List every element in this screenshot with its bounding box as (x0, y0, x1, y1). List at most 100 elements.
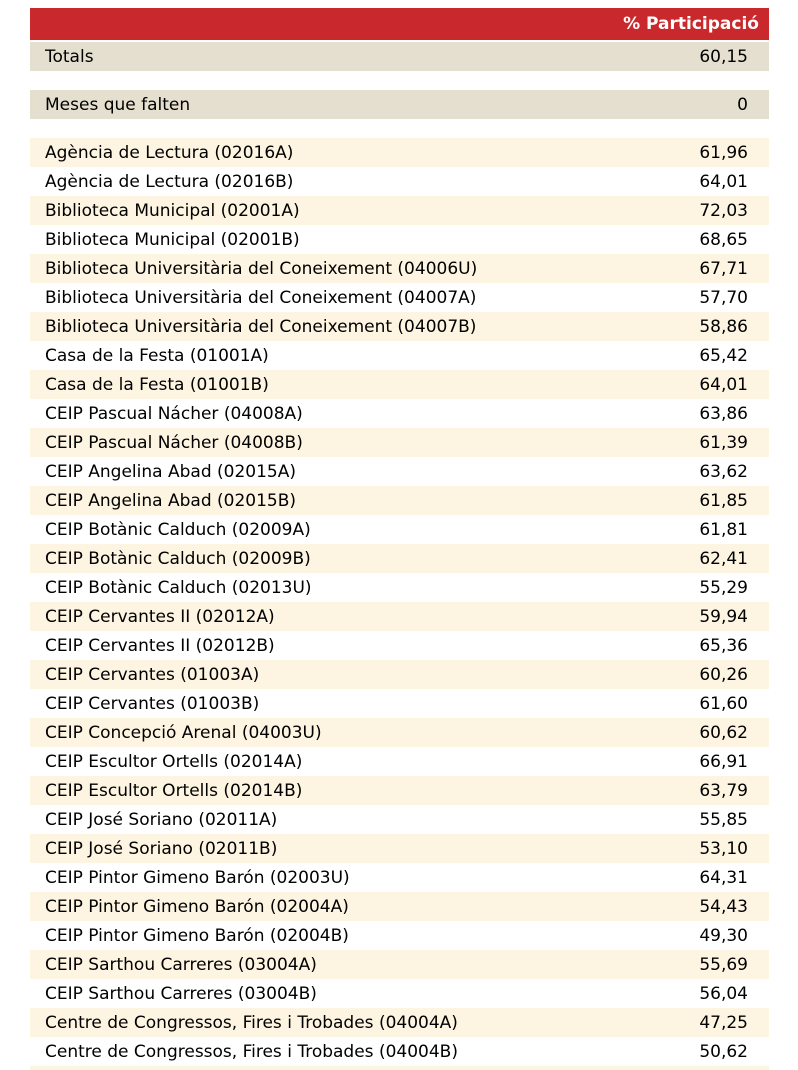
station-name: CEIP Cervantes (01003A) (45, 664, 260, 685)
participation-value: 56,04 (699, 983, 748, 1004)
participation-value: 49,30 (699, 925, 748, 946)
station-name: CEIP José Soriano (02011B) (45, 838, 278, 859)
station-name: CEIP José Soriano (02011A) (45, 809, 278, 830)
table-row: Biblioteca Universitària del Coneixement… (30, 283, 769, 312)
table-row: CEIP Pintor Gimeno Barón (02003U) 64,31 (30, 863, 769, 892)
participation-value: 61,96 (699, 142, 748, 163)
participation-value: 61,60 (699, 693, 748, 714)
row-spacer (30, 119, 769, 138)
participation-value: 54,43 (699, 896, 748, 917)
station-name: Casa de la Festa (01001A) (45, 345, 269, 366)
totals-row: Totals 60,15 (30, 42, 769, 71)
table-row: CEIP Angelina Abad (02015B) 61,85 (30, 486, 769, 515)
table-row: CEIP Cervantes (01003A) 60,26 (30, 660, 769, 689)
clipped-next-row (30, 1066, 769, 1070)
participation-value: 61,85 (699, 490, 748, 511)
station-name: CEIP Botànic Calduch (02009B) (45, 548, 311, 569)
table-row: CEIP Cervantes (01003B) 61,60 (30, 689, 769, 718)
participation-value: 68,65 (699, 229, 748, 250)
table-row: CEIP Botànic Calduch (02009B) 62,41 (30, 544, 769, 573)
station-name: CEIP Angelina Abad (02015B) (45, 490, 297, 511)
station-name: Biblioteca Municipal (02001A) (45, 200, 300, 221)
pending-label: Meses que falten (45, 94, 191, 115)
table-row: CEIP Botànic Calduch (02013U) 55,29 (30, 573, 769, 602)
pending-value: 0 (737, 94, 748, 115)
participation-value: 50,62 (699, 1041, 748, 1062)
participation-value: 63,86 (699, 403, 748, 424)
table-row: CEIP Sarthou Carreres (03004A) 55,69 (30, 950, 769, 979)
station-name: CEIP Pintor Gimeno Barón (02003U) (45, 867, 350, 888)
pending-row: Meses que falten 0 (30, 90, 769, 119)
totals-value: 60,15 (699, 46, 748, 67)
table-row: CEIP Escultor Ortells (02014B) 63,79 (30, 776, 769, 805)
participation-value: 47,25 (699, 1012, 748, 1033)
table-row: CEIP Sarthou Carreres (03004B) 56,04 (30, 979, 769, 1008)
table-row: CEIP Escultor Ortells (02014A) 66,91 (30, 747, 769, 776)
station-name: CEIP Escultor Ortells (02014B) (45, 780, 303, 801)
table-row: Centre de Congressos, Fires i Trobades (… (30, 1008, 769, 1037)
table-row: CEIP Pascual Nácher (04008B) 61,39 (30, 428, 769, 457)
station-name: Casa de la Festa (01001B) (45, 374, 269, 395)
table-row: Biblioteca Municipal (02001A) 72,03 (30, 196, 769, 225)
station-name: CEIP Sarthou Carreres (03004A) (45, 954, 317, 975)
participation-value: 72,03 (699, 200, 748, 221)
participation-table: % Participació Totals 60,15 Meses que fa… (30, 8, 769, 1070)
station-name: CEIP Botànic Calduch (02009A) (45, 519, 311, 540)
participation-value: 62,41 (699, 548, 748, 569)
table-row: Casa de la Festa (01001B) 64,01 (30, 370, 769, 399)
station-name: CEIP Cervantes II (02012A) (45, 606, 275, 627)
table-header: % Participació (30, 8, 769, 40)
station-name: CEIP Sarthou Carreres (03004B) (45, 983, 317, 1004)
table-row: Biblioteca Universitària del Coneixement… (30, 254, 769, 283)
totals-label: Totals (45, 46, 94, 67)
station-name: CEIP Pintor Gimeno Barón (02004B) (45, 925, 349, 946)
participation-value: 64,01 (699, 374, 748, 395)
participation-value: 60,26 (699, 664, 748, 685)
participation-value: 61,81 (699, 519, 748, 540)
participation-value: 64,31 (699, 867, 748, 888)
station-name: CEIP Angelina Abad (02015A) (45, 461, 296, 482)
station-name: CEIP Pascual Nácher (04008B) (45, 432, 303, 453)
station-name: Biblioteca Universitària del Coneixement… (45, 258, 478, 279)
station-name: CEIP Escultor Ortells (02014A) (45, 751, 303, 772)
row-spacer (30, 71, 769, 90)
station-name: Biblioteca Municipal (02001B) (45, 229, 300, 250)
table-row: CEIP Pintor Gimeno Barón (02004A) 54,43 (30, 892, 769, 921)
station-name: Centre de Congressos, Fires i Trobades (… (45, 1041, 458, 1062)
table-row: CEIP Angelina Abad (02015A) 63,62 (30, 457, 769, 486)
participation-value: 60,62 (699, 722, 748, 743)
participation-value: 63,79 (699, 780, 748, 801)
station-name: CEIP Pintor Gimeno Barón (02004A) (45, 896, 349, 917)
station-name: Agència de Lectura (02016B) (45, 171, 294, 192)
table-row: Biblioteca Universitària del Coneixement… (30, 312, 769, 341)
participation-value: 55,85 (699, 809, 748, 830)
participation-value: 58,86 (699, 316, 748, 337)
participation-value: 67,71 (699, 258, 748, 279)
participation-value: 57,70 (699, 287, 748, 308)
station-name: Biblioteca Universitària del Coneixement… (45, 287, 477, 308)
station-rows: Agència de Lectura (02016A) 61,96 Agènci… (30, 138, 769, 1066)
table-row: CEIP Concepció Arenal (04003U) 60,62 (30, 718, 769, 747)
table-row: Agència de Lectura (02016A) 61,96 (30, 138, 769, 167)
table-row: CEIP Cervantes II (02012B) 65,36 (30, 631, 769, 660)
table-row: Biblioteca Municipal (02001B) 68,65 (30, 225, 769, 254)
table-row: CEIP Pintor Gimeno Barón (02004B) 49,30 (30, 921, 769, 950)
table-row: CEIP Botànic Calduch (02009A) 61,81 (30, 515, 769, 544)
participation-value: 63,62 (699, 461, 748, 482)
table-row: Centre de Congressos, Fires i Trobades (… (30, 1037, 769, 1066)
table-row: CEIP Pascual Nácher (04008A) 63,86 (30, 399, 769, 428)
station-name: CEIP Cervantes II (02012B) (45, 635, 275, 656)
station-name: CEIP Cervantes (01003B) (45, 693, 260, 714)
station-name: CEIP Concepció Arenal (04003U) (45, 722, 322, 743)
participation-value: 65,36 (699, 635, 748, 656)
participation-column-header: % Participació (623, 14, 759, 34)
table-row: Agència de Lectura (02016B) 64,01 (30, 167, 769, 196)
participation-value: 55,29 (699, 577, 748, 598)
participation-value: 66,91 (699, 751, 748, 772)
table-row: CEIP Cervantes II (02012A) 59,94 (30, 602, 769, 631)
table-row: CEIP José Soriano (02011B) 53,10 (30, 834, 769, 863)
station-name: Biblioteca Universitària del Coneixement… (45, 316, 477, 337)
station-name: Agència de Lectura (02016A) (45, 142, 294, 163)
participation-value: 64,01 (699, 171, 748, 192)
station-name: CEIP Botànic Calduch (02013U) (45, 577, 312, 598)
